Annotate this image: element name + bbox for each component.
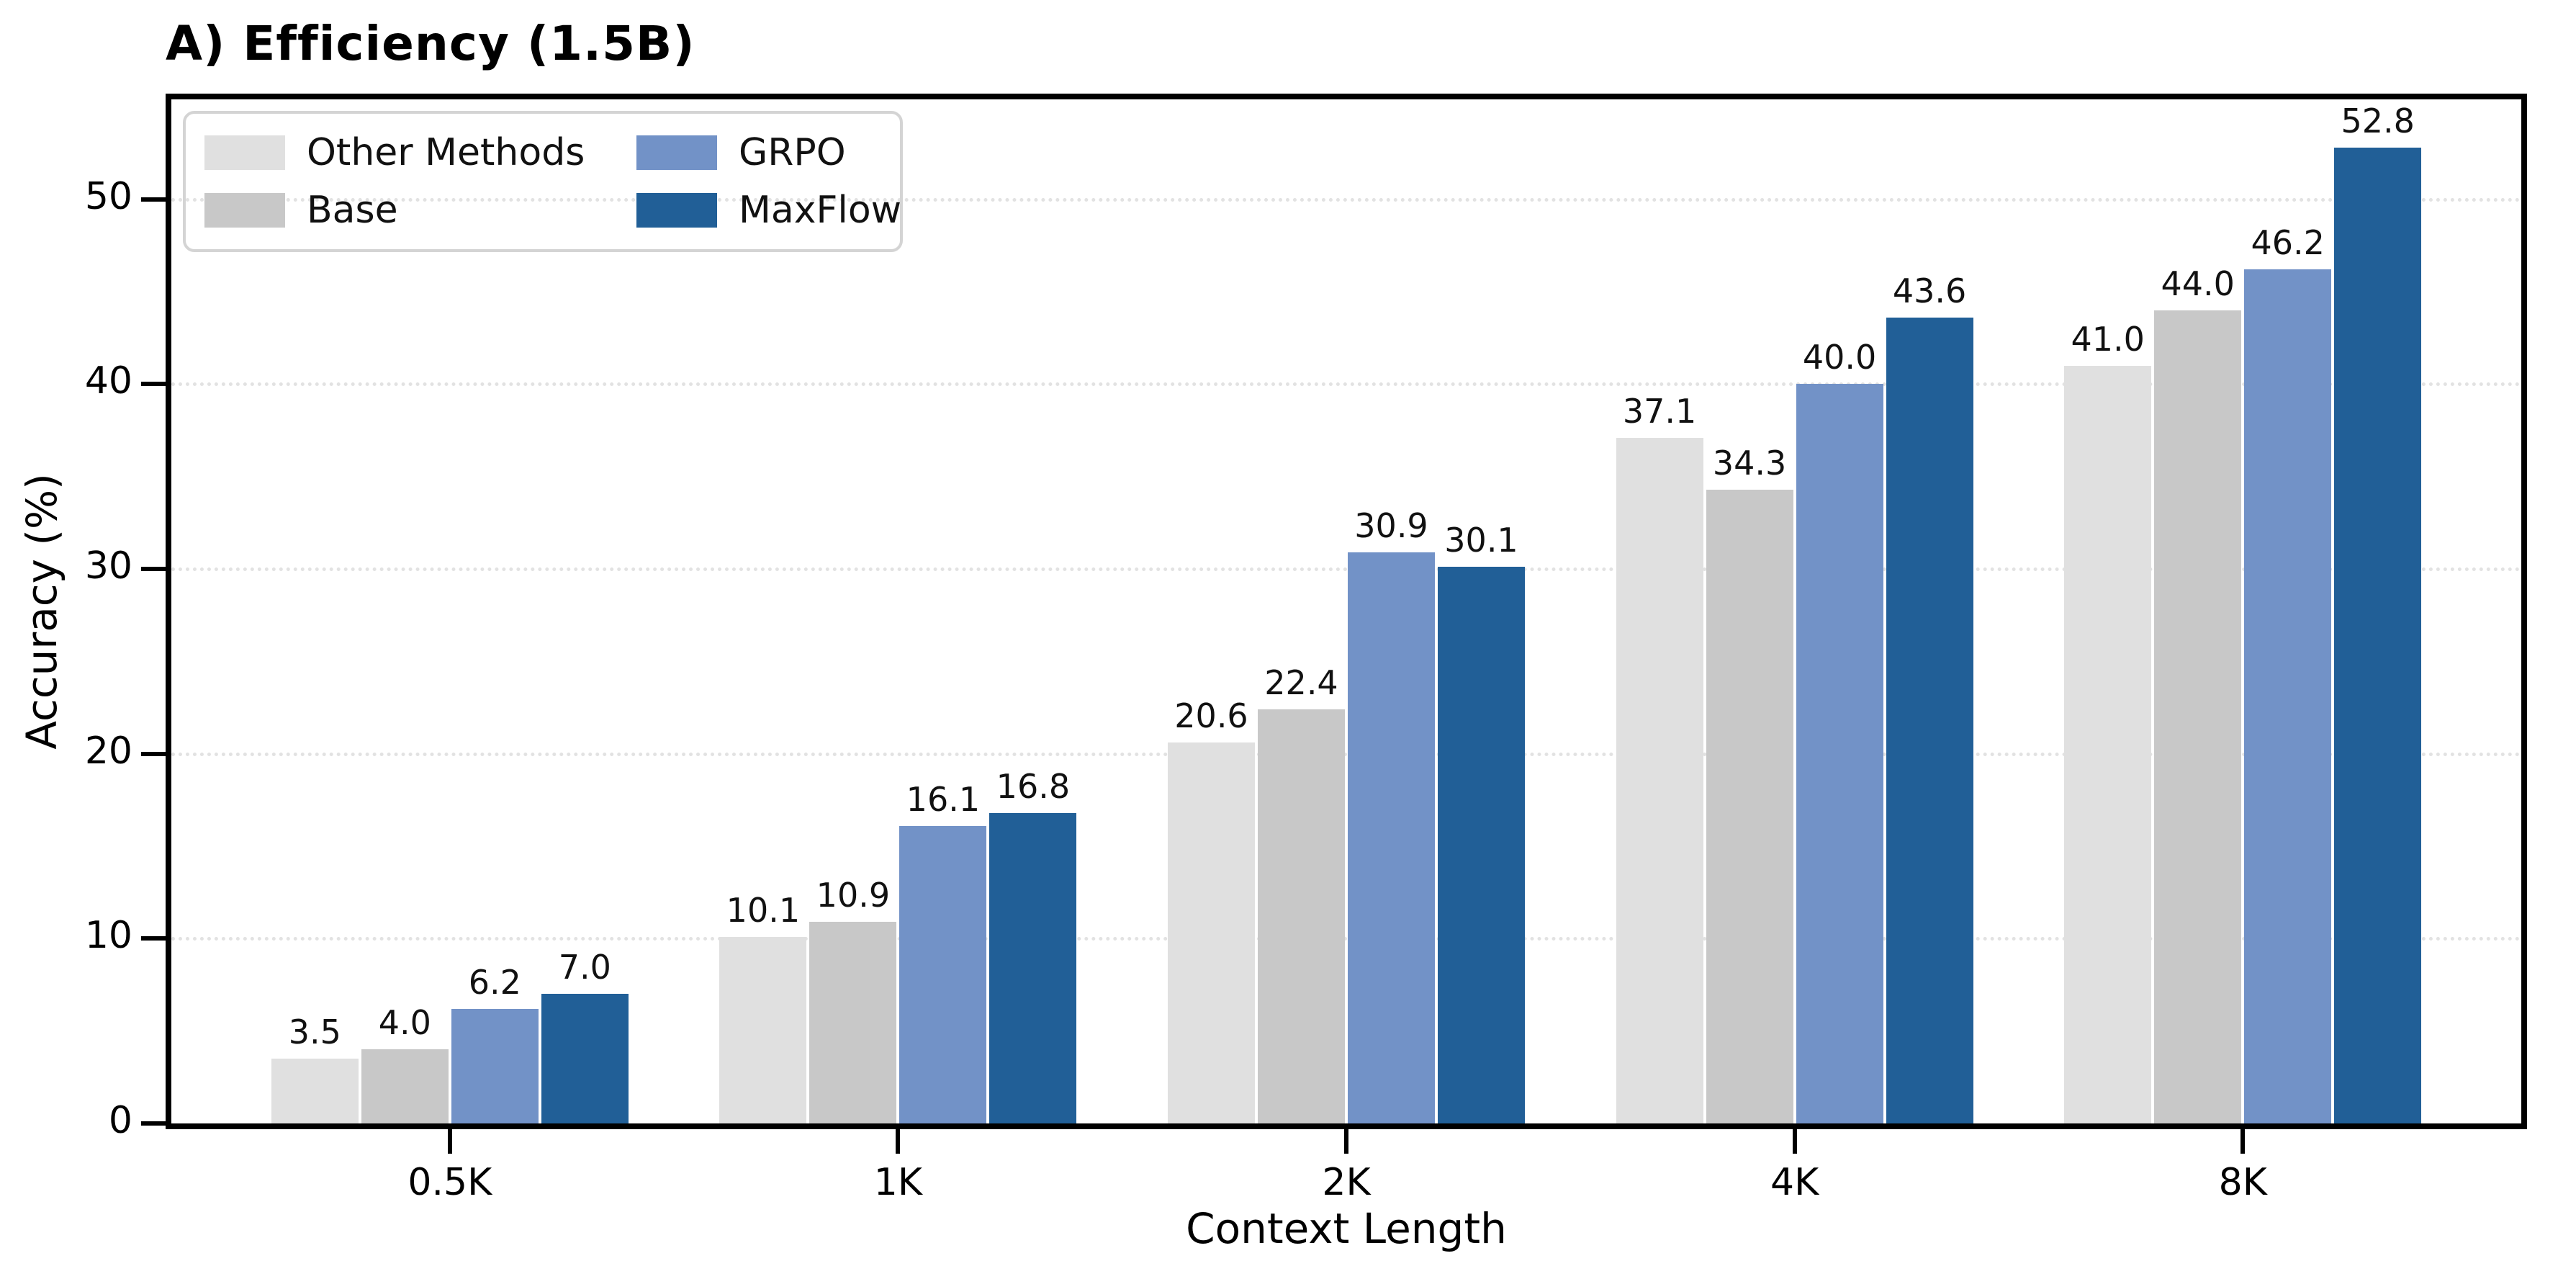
bar-other-methods [2064,365,2152,1123]
bar-maxflow [1886,317,1973,1123]
bar-maxflow [989,812,1077,1123]
y-axis-tick [141,936,166,941]
x-tick-label: 4K [1770,1161,1819,1204]
y-axis-label: Accuracy (%) [17,473,66,750]
x-tick-label: 1K [873,1161,922,1204]
bar-value-label: 4.0 [378,1003,431,1043]
y-tick-label: 0 [108,1099,132,1142]
bar-value-label: 43.6 [1892,271,1967,310]
bar-value-label: 16.8 [996,766,1071,806]
plot-area: Other Methods Base GRPO MaxFlow 0 10 20 30 40 50… [85,94,2527,1204]
bar-base [361,1049,449,1123]
legend: Other Methods Base GRPO MaxFlow [183,111,903,252]
bar-grpo [2244,269,2332,1123]
x-axis-tick [447,1123,452,1154]
bar-base [809,922,897,1123]
bar-other-methods [1168,742,1255,1123]
y-axis-tick [141,751,166,756]
bar-value-label: 10.9 [816,876,891,915]
gridline [171,937,2521,941]
bar-value-label: 44.0 [2161,264,2235,303]
bar-grpo [451,1008,539,1123]
bar-maxflow [1438,567,1525,1123]
y-tick-label: 10 [84,914,132,958]
y-tick-label: 50 [84,174,132,218]
bar-value-label: 30.1 [1444,521,1518,560]
bar-base [2154,310,2242,1123]
bar-base [1706,489,1793,1123]
y-tick-label: 40 [84,359,132,403]
bar-value-label: 46.2 [2251,223,2325,263]
x-axis-tick [1792,1123,1797,1154]
bar-value-label: 10.1 [726,890,801,930]
y-axis-tick [141,566,166,571]
y-tick-label: 30 [84,544,132,588]
x-axis-label: Context Length [1186,1204,1507,1253]
bar-value-label: 3.5 [288,1013,341,1052]
legend-label: GRPO [739,131,846,174]
chart-title: A) Efficiency (1.5B) [166,16,695,71]
legend-swatch [204,193,285,228]
bar-value-label: 41.0 [2071,319,2145,359]
bar-value-label: 22.4 [1264,663,1338,703]
legend-swatch [636,135,717,170]
bar-other-methods [719,936,807,1123]
x-tick-label: 0.5K [407,1161,492,1204]
bar-value-label: 6.2 [468,962,521,1002]
bar-value-label: 37.1 [1622,391,1697,431]
bar-value-label: 40.0 [1802,338,1877,377]
legend-label: MaxFlow [739,189,902,232]
legend-label: Other Methods [307,131,585,174]
bar-grpo [1348,552,1435,1123]
bar-grpo [1796,384,1883,1123]
bar-other-methods [271,1059,359,1123]
gridline [171,567,2521,571]
bar-value-label: 16.1 [906,779,981,819]
bar-base [1258,709,1345,1123]
legend-item-maxflow: MaxFlow [636,192,901,229]
x-axis-tick [896,1123,901,1154]
bar-value-label: 30.9 [1354,506,1428,545]
x-axis-tick [1344,1123,1348,1154]
legend-swatch [204,135,285,170]
legend-item-grpo: GRPO [636,134,881,171]
gridline [171,197,2521,202]
y-axis-tick [141,197,166,202]
legend-swatch [636,193,717,228]
x-tick-label: 8K [2218,1161,2267,1204]
legend-item-base: Base [204,192,636,229]
y-axis-tick [141,382,166,387]
bar-maxflow [2334,147,2422,1123]
gridline [171,752,2521,756]
bar-value-label: 34.3 [1712,443,1787,483]
bar-value-label: 52.8 [2341,101,2415,140]
bar-grpo [899,825,987,1123]
y-tick-label: 20 [84,729,132,773]
bar-value-label: 7.0 [558,948,611,987]
legend-item-other-methods: Other Methods [204,134,636,171]
x-axis-tick [2241,1123,2246,1154]
bar-value-label: 20.6 [1174,696,1248,736]
bar-maxflow [541,994,629,1123]
bar-other-methods [1616,437,1703,1123]
x-tick-label: 2K [1322,1161,1371,1204]
gridline [171,382,2521,387]
y-axis-tick [141,1121,166,1126]
legend-label: Base [307,189,398,232]
